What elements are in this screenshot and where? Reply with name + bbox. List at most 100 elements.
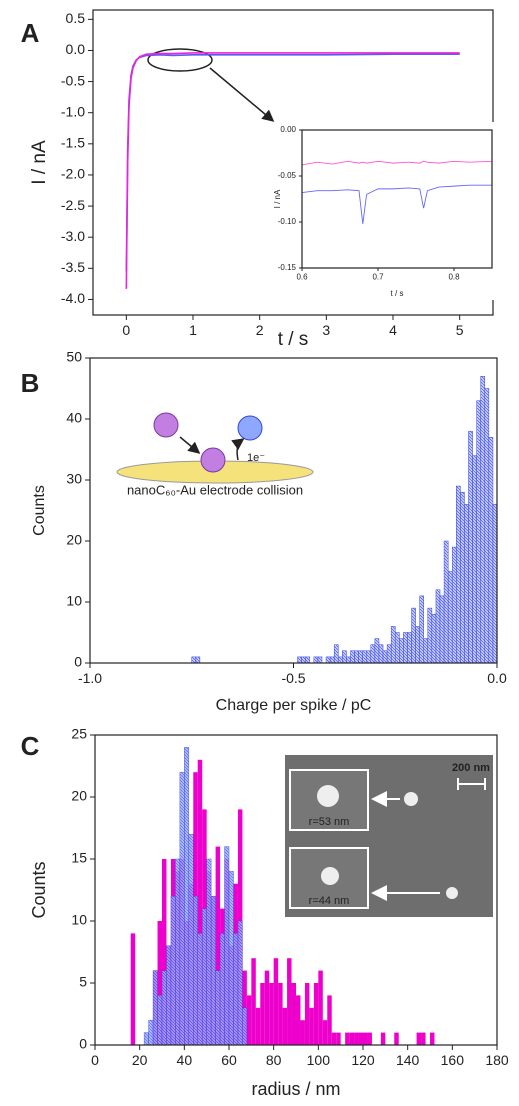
x-tick-label: 0 [91,1052,99,1068]
bar [197,933,203,1046]
y-tick-label: -1.5 [61,135,85,151]
y-tick-label: -3.0 [61,228,85,244]
bar [350,650,355,664]
x-tick-label: 0.6 [296,273,308,282]
bar [224,846,230,1046]
bar [338,656,343,664]
axes-frame [301,129,493,269]
zoom-arrow [209,67,275,122]
bar [191,656,197,664]
y-tick-label: 5 [79,974,87,990]
y-tick-label: 0.0 [66,41,86,57]
bar [282,1007,288,1045]
bar [143,1032,149,1046]
bar [297,656,302,664]
bar [349,1032,355,1045]
bar [423,638,429,664]
bar [237,920,243,1046]
bar [246,995,252,1045]
panel: 0.6 0.7 0.8 0.00 -0.05 -0.10 -0.15 t / s I / nA [272,122,498,300]
bar [317,656,323,664]
bar [327,995,332,1045]
y-tick-label: -4.0 [61,290,85,306]
bar [411,607,416,664]
y-tick-label: -2.0 [61,166,85,182]
bar [260,983,265,1045]
bar [476,400,481,664]
line [125,52,460,289]
bar [370,644,376,664]
bar [460,491,465,664]
bar [287,958,292,1045]
panel-label: A [21,18,40,48]
bar [456,485,461,664]
bar [197,759,203,1045]
bar [322,1020,328,1045]
x-tick-label: 20 [132,1052,148,1068]
x-axis-label: radius / nm [251,1079,340,1099]
x-axis-label: Charge per spike / pC [216,697,372,714]
y-tick-label: -0.10 [278,217,297,226]
x-axis-label: t / s [391,289,404,298]
y-tick-label: 20 [66,532,82,548]
y-axis-label: I / nA [273,189,282,208]
bar [264,970,270,1045]
bar [329,656,335,664]
x-tick-label: 120 [351,1052,375,1068]
x-tick-label: 0.8 [448,273,460,282]
bar [451,546,457,664]
bar [161,970,167,1046]
x-tick-label: 160 [441,1052,465,1068]
bar [188,833,194,1046]
bar [162,859,167,1045]
x-axis-label: t / s [278,329,309,350]
bar [195,656,201,664]
inset-background [272,122,498,300]
bar [416,1032,422,1045]
x-tick-label: -1.0 [78,670,102,686]
x-tick-label: 4 [389,322,397,338]
bar [439,595,445,664]
bar [447,571,453,664]
bar [305,656,311,664]
bar [380,1032,386,1045]
bar [403,632,408,664]
bar [301,656,306,664]
bar [242,1007,248,1046]
bar [488,437,494,664]
y-axis-label: I / nA [29,140,50,185]
y-axis-label: Counts [29,861,49,918]
x-tick-label: 60 [221,1052,237,1068]
bar [278,983,283,1045]
bar [313,983,319,1045]
bar [152,970,158,1046]
bar [362,650,368,664]
axes-frame [94,734,498,1046]
bar [333,644,339,664]
y-tick-label: -1.0 [61,103,85,119]
bar [390,626,396,664]
bar [407,632,412,664]
bar [157,995,163,1046]
x-tick-label: 80 [266,1052,282,1068]
annotation: 200 nm [452,762,490,774]
y-tick-label: 25 [71,726,87,742]
bar [157,921,162,1045]
x-tick-label: 5 [456,322,464,338]
y-tick-label: -2.5 [61,197,85,213]
bar [210,895,216,1046]
bar [421,1032,426,1045]
x-tick-label: 0.7 [372,273,384,282]
bar [184,747,190,1046]
bar [430,1032,435,1045]
bar [170,895,176,1046]
panel: 0 1 2 3 4 5 0.5 0.0 -0.5 -1.0 -1.5 -2.0 -2.5 -3.0 -3.5… [21,9,494,350]
x-tick-label: 1 [189,322,197,338]
bar [291,983,296,1045]
y-tick-label: -0.15 [278,263,297,272]
bar [395,632,400,664]
x-tick-label: 180 [485,1052,509,1068]
bar [346,656,351,664]
panel: 0 20 40 60 80 100 120 140 160 180 0 5 10 15 20 25 radius… [21,726,509,1099]
zoom-ellipse [147,48,213,72]
